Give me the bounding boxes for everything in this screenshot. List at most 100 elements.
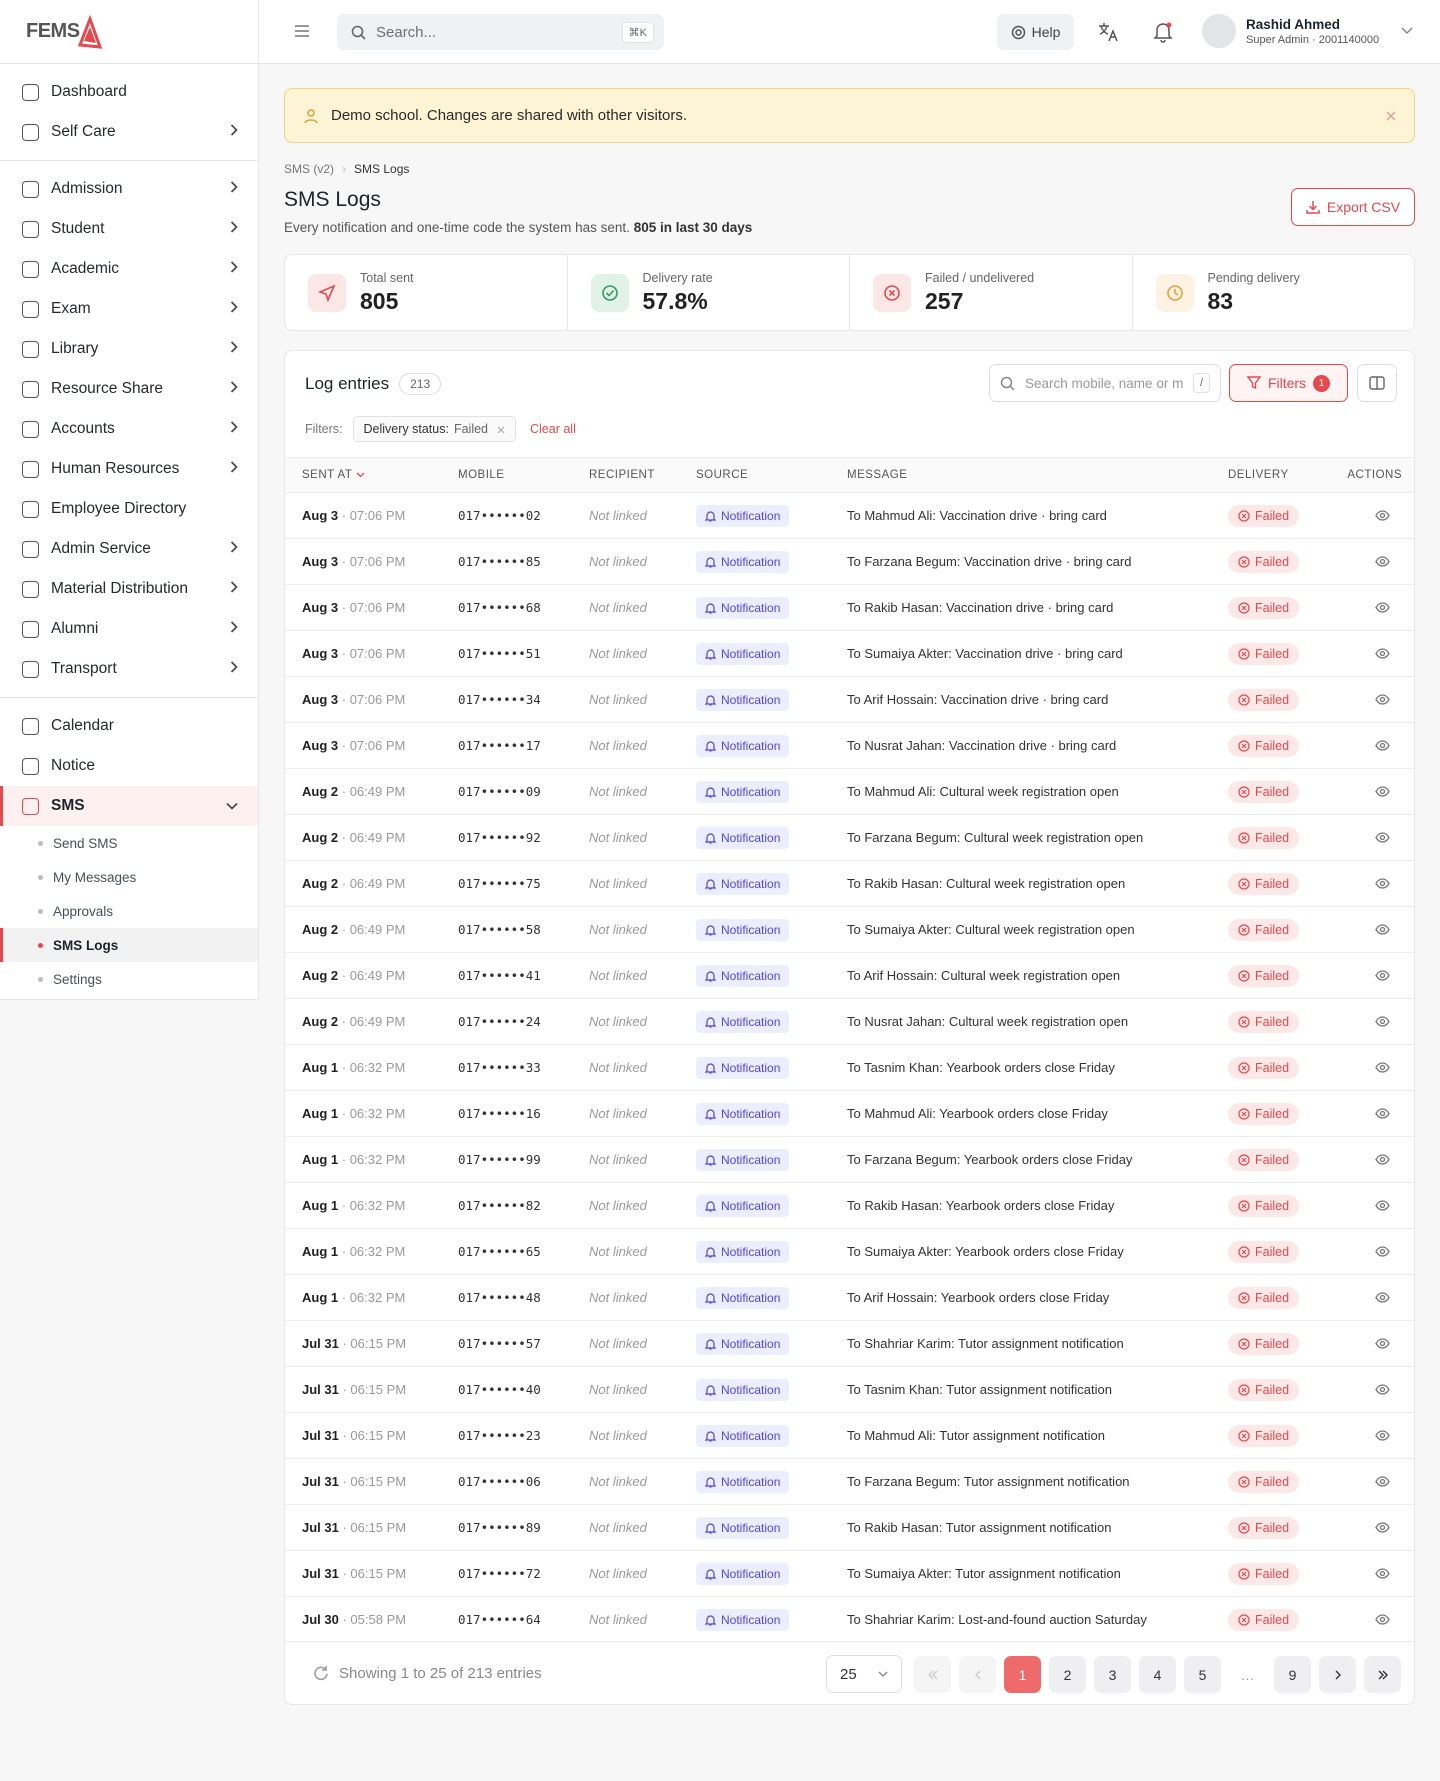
global-search[interactable]: Search... ⌘K xyxy=(337,14,664,50)
nav-subitem[interactable]: Approvals xyxy=(0,894,258,928)
nav-item[interactable]: Resource Share xyxy=(0,369,258,409)
view-action[interactable] xyxy=(1345,1246,1416,1257)
filters-button[interactable]: Filters 1 xyxy=(1229,364,1348,402)
user-menu[interactable]: Rashid Ahmed Super Admin · 2001140000 xyxy=(1202,14,1413,48)
logo[interactable]: FEMS xyxy=(0,0,258,64)
nav-item[interactable]: Admission xyxy=(0,169,258,209)
page-button[interactable]: 1 xyxy=(1004,1656,1041,1693)
view-action[interactable] xyxy=(1345,1522,1416,1533)
nav-item[interactable]: Notice xyxy=(0,746,258,786)
nav-subitem[interactable]: My Messages xyxy=(0,860,258,894)
nav-item[interactable]: Library xyxy=(0,329,258,369)
nav-item[interactable]: Alumni xyxy=(0,609,258,649)
refresh-icon[interactable] xyxy=(313,1665,329,1681)
nav-item[interactable]: Transport xyxy=(0,649,258,689)
view-action[interactable] xyxy=(1345,694,1416,705)
page-button[interactable]: 2 xyxy=(1049,1656,1086,1693)
view-action[interactable] xyxy=(1345,1062,1416,1073)
nav-subitem[interactable]: Settings xyxy=(0,962,258,996)
nav-item[interactable]: Accounts xyxy=(0,409,258,449)
view-action[interactable] xyxy=(1345,1292,1416,1303)
view-action[interactable] xyxy=(1345,1384,1416,1395)
clear-filters[interactable]: Clear all xyxy=(530,422,576,436)
view-action[interactable] xyxy=(1345,970,1416,981)
page-button[interactable]: 3 xyxy=(1094,1656,1131,1693)
banner-close[interactable] xyxy=(1386,110,1396,121)
view-action[interactable] xyxy=(1345,832,1416,843)
nav-item[interactable]: Dashboard xyxy=(0,72,258,112)
view-action[interactable] xyxy=(1345,1108,1416,1119)
view-action[interactable] xyxy=(1345,648,1416,659)
prev-page[interactable] xyxy=(959,1656,996,1693)
view-action[interactable] xyxy=(1345,924,1416,935)
columns-button[interactable] xyxy=(1357,364,1397,402)
view-action[interactable] xyxy=(1345,602,1416,613)
column-header[interactable]: SENT AT xyxy=(302,469,458,481)
view-action[interactable] xyxy=(1345,878,1416,889)
view-action[interactable] xyxy=(1345,786,1416,797)
view-action[interactable] xyxy=(1345,740,1416,751)
view-action[interactable] xyxy=(1345,510,1416,521)
nav-subitem[interactable]: SMS Logs xyxy=(0,928,258,962)
language-icon[interactable] xyxy=(1097,21,1119,43)
first-page[interactable] xyxy=(914,1656,951,1693)
nav-item[interactable]: Employee Directory xyxy=(0,489,258,529)
nav-subitem[interactable]: Send SMS xyxy=(0,826,258,860)
menu-icon[interactable] xyxy=(294,24,310,38)
view-action[interactable] xyxy=(1345,1430,1416,1441)
next-page[interactable] xyxy=(1319,1656,1356,1693)
view-action[interactable] xyxy=(1345,1568,1416,1579)
view-action[interactable] xyxy=(1345,1154,1416,1165)
view-action[interactable] xyxy=(1345,556,1416,567)
view-action[interactable] xyxy=(1345,1338,1416,1349)
nav-item[interactable]: Self Care xyxy=(0,112,258,152)
page-size[interactable]: 25 xyxy=(826,1655,902,1693)
page-button[interactable]: 9 xyxy=(1274,1656,1311,1693)
breadcrumb-item[interactable]: SMS (v2) xyxy=(284,162,335,176)
nav-item[interactable]: Material Distribution xyxy=(0,569,258,609)
help-button[interactable]: Help xyxy=(997,14,1074,50)
nav-item[interactable]: Admin Service xyxy=(0,529,258,569)
nav-item[interactable]: Academic xyxy=(0,249,258,289)
nav-item[interactable]: SMS xyxy=(0,786,258,826)
last-page[interactable] xyxy=(1364,1656,1401,1693)
page-button[interactable]: 5 xyxy=(1184,1656,1221,1693)
nav-item[interactable]: Exam xyxy=(0,289,258,329)
chip-remove[interactable] xyxy=(497,426,505,434)
log-search[interactable]: Search mobile, name or m / xyxy=(989,364,1221,402)
view-action[interactable] xyxy=(1345,1016,1416,1027)
notification-icon[interactable] xyxy=(1153,21,1173,43)
nav-item[interactable]: Calendar xyxy=(0,706,258,746)
nav-item[interactable]: Human Resources xyxy=(0,449,258,489)
view-action[interactable] xyxy=(1345,1614,1416,1625)
page-button[interactable]: 4 xyxy=(1139,1656,1176,1693)
view-action[interactable] xyxy=(1345,1476,1416,1487)
nav-item[interactable]: Student xyxy=(0,209,258,249)
view-action[interactable] xyxy=(1345,1200,1416,1211)
